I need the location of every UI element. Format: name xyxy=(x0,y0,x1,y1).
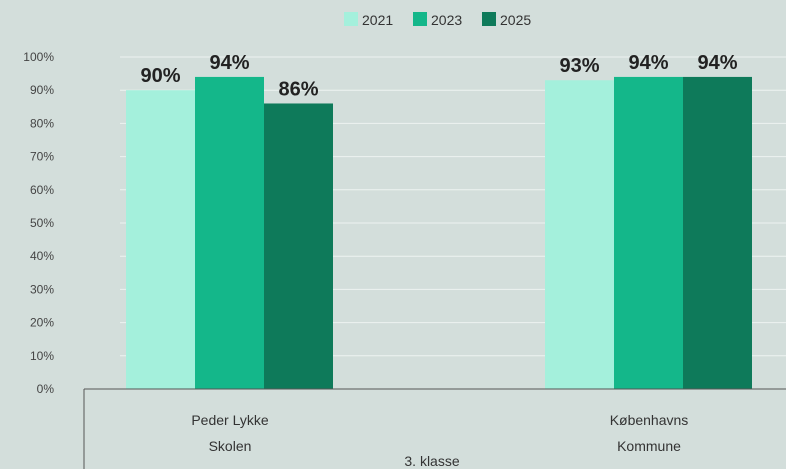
x-category-label-line: Kommune xyxy=(617,438,681,454)
y-tick-label: 80% xyxy=(30,116,54,130)
y-tick-label: 0% xyxy=(37,382,55,396)
y-tick-label: 60% xyxy=(30,183,54,197)
x-category-label-line: Peder Lykke xyxy=(191,412,269,428)
data-label: 94% xyxy=(697,52,737,74)
x-category-label: Peder Lykke Skolen xyxy=(191,412,269,454)
data-labels: 90% 93% 94% 94% 86% 94% xyxy=(140,52,737,101)
bar-2021 xyxy=(545,80,614,390)
legend-label: 2025 xyxy=(500,12,531,28)
bar-2021 xyxy=(126,90,195,389)
y-tick-label: 40% xyxy=(30,249,54,263)
legend-swatch-2025 xyxy=(482,12,496,26)
y-tick-label: 10% xyxy=(30,349,54,363)
bar-2023 xyxy=(195,76,264,390)
y-axis-ticks: 0% 10% 20% 30% 40% 50% 60% 70% 80% 90% 100% xyxy=(23,50,54,396)
y-tick-label: 20% xyxy=(30,316,54,330)
group-label: 3. klasse xyxy=(404,453,459,469)
legend: 2021 2023 2025 xyxy=(344,12,531,28)
y-tick-label: 70% xyxy=(30,150,54,164)
x-category-label-line: Skolen xyxy=(209,438,252,454)
y-tick-label: 50% xyxy=(30,216,54,230)
x-category-label-line: Københavns xyxy=(610,412,689,428)
data-label: 86% xyxy=(278,78,318,100)
y-tick-label: 30% xyxy=(30,282,54,296)
bars xyxy=(126,76,752,390)
x-axis: 3. klasse Peder Lykke Skolen Københavns Kom… xyxy=(83,388,786,469)
bar-2025 xyxy=(683,76,752,390)
data-label: 93% xyxy=(559,55,599,77)
bar-2023 xyxy=(614,76,683,390)
legend-label: 2021 xyxy=(362,12,393,28)
y-tick-label: 90% xyxy=(30,83,54,97)
data-label: 90% xyxy=(140,65,180,87)
legend-label: 2023 xyxy=(431,12,462,28)
data-label: 94% xyxy=(209,52,249,74)
legend-swatch-2021 xyxy=(344,12,358,26)
bar-2025 xyxy=(264,103,333,389)
y-tick-label: 100% xyxy=(23,50,54,64)
x-category-label: Københavns Kommune xyxy=(610,412,689,454)
data-label: 94% xyxy=(628,52,668,74)
legend-swatch-2023 xyxy=(413,12,427,26)
